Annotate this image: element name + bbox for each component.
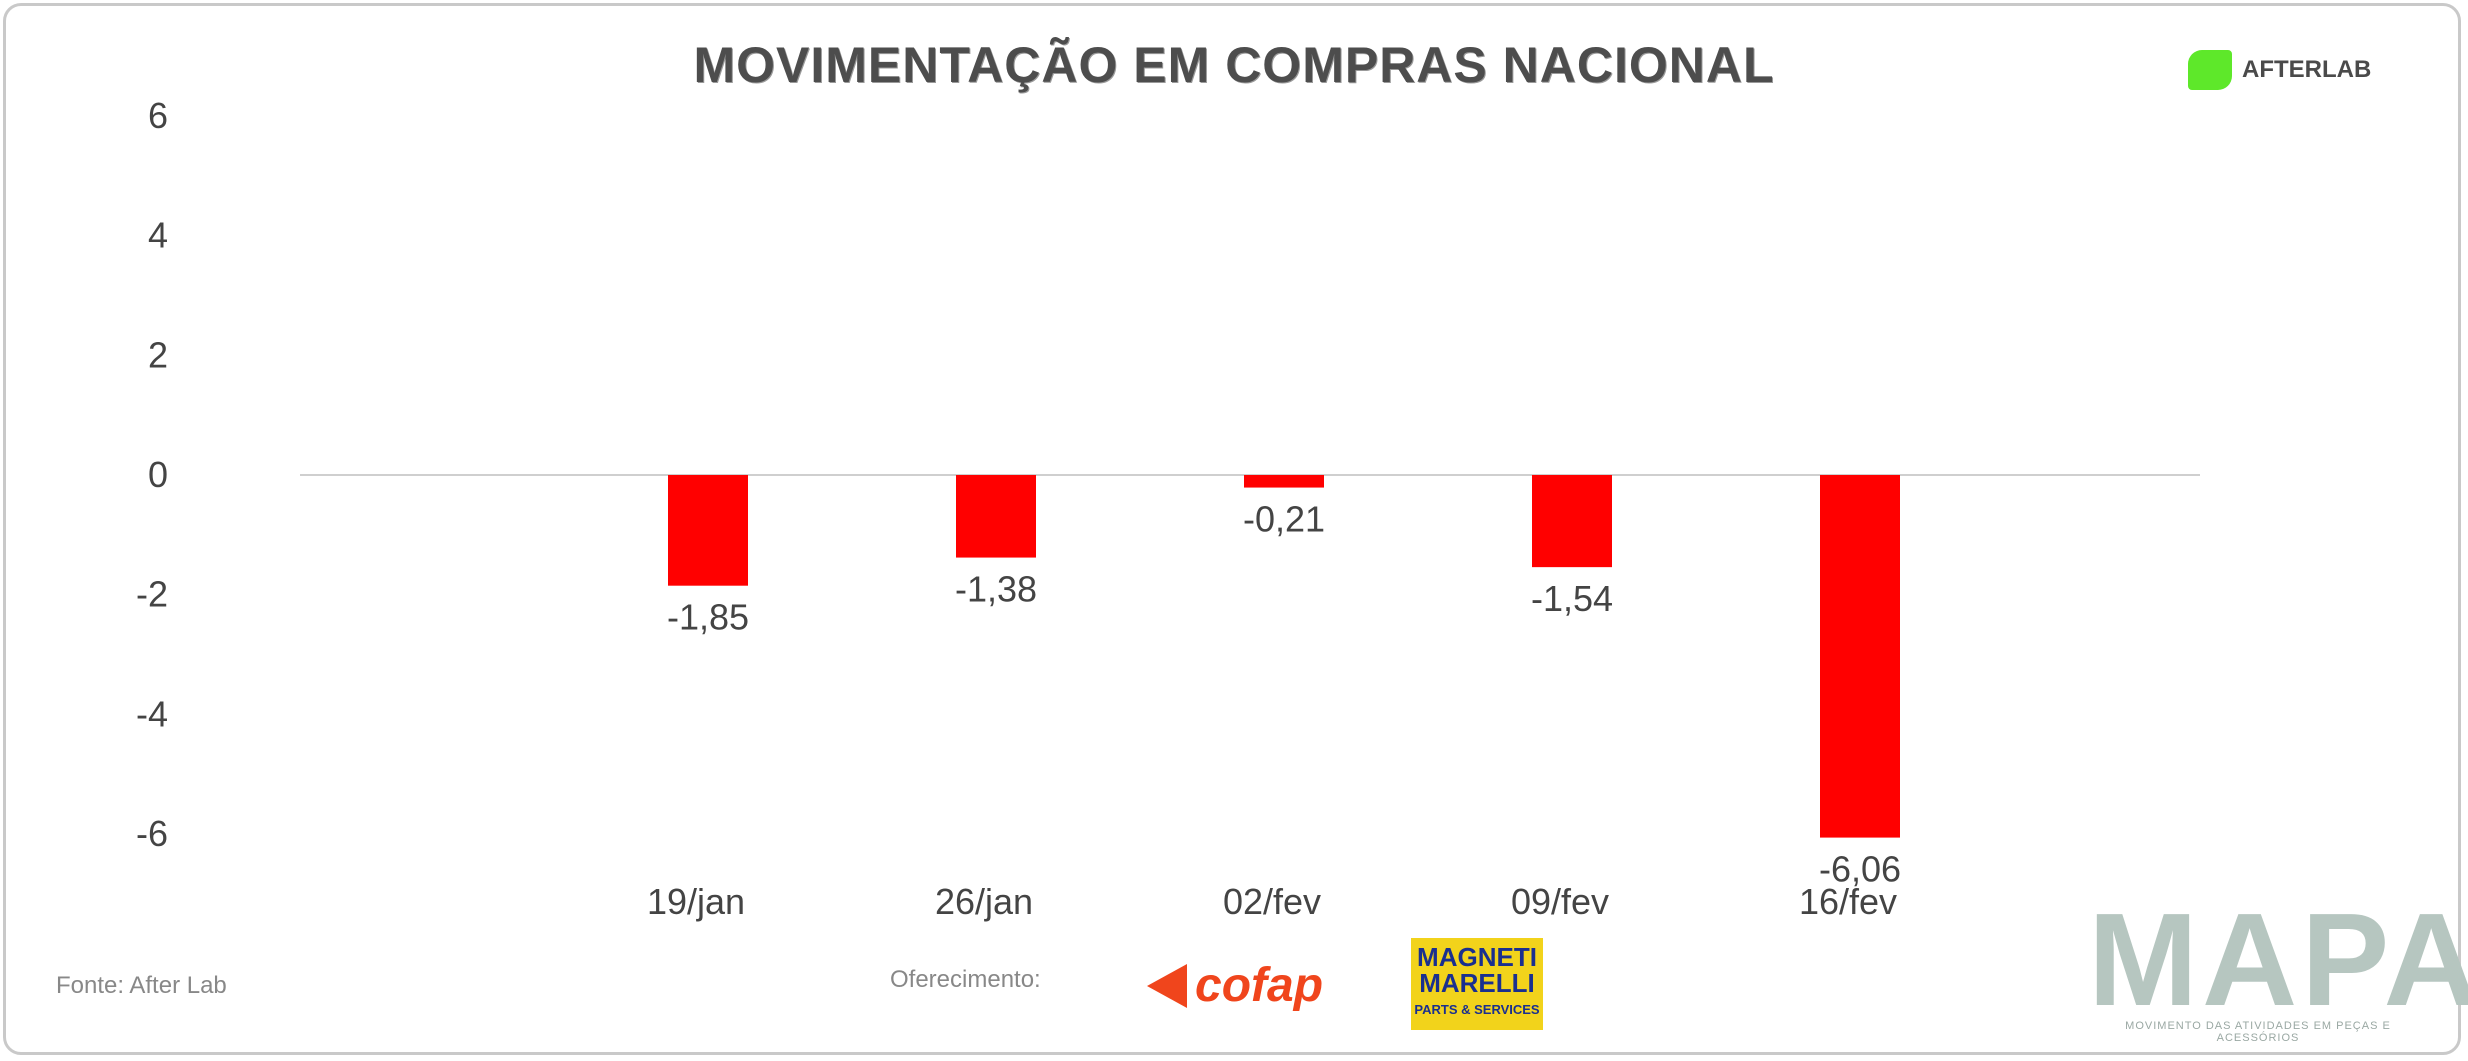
afterlab-icon bbox=[2188, 50, 2232, 90]
data-label: -1,38 bbox=[955, 569, 1037, 610]
y-tick-label: 2 bbox=[148, 334, 168, 375]
y-tick-label: -4 bbox=[136, 693, 168, 734]
sponsor-label: Oferecimento: bbox=[890, 966, 1041, 993]
data-label: -1,85 bbox=[667, 597, 749, 638]
mapa-logo-tagline: MOVIMENTO DAS ATIVIDADES EM PEÇAS E ACES… bbox=[2125, 1020, 2391, 1044]
cofap-logo: cofap bbox=[1145, 958, 1323, 1013]
data-label: -1,54 bbox=[1531, 578, 1613, 619]
y-tick-label: -2 bbox=[136, 574, 168, 615]
magneti-logo-sub: PARTS & SERVICES bbox=[1414, 1002, 1540, 1017]
x-tick-label: 19/jan bbox=[647, 881, 745, 922]
mapa-logo: MAPA MOVIMENTO DAS ATIVIDADES EM PEÇAS E… bbox=[2088, 886, 2468, 1045]
magneti-logo-name: MAGNETI MARELLI bbox=[1417, 942, 1537, 998]
data-label: -0,21 bbox=[1243, 499, 1325, 540]
chart-title: MOVIMENTAÇÃO EM COMPRAS NACIONAL bbox=[693, 37, 1775, 93]
bar bbox=[956, 475, 1036, 558]
partner-logo-name: AFTERLAB bbox=[2242, 56, 2372, 83]
partner-logo: AFTERLAB bbox=[2188, 50, 2371, 90]
x-tick-label: 16/fev bbox=[1799, 881, 1897, 922]
bar bbox=[1244, 475, 1324, 488]
data-label: -6,06 bbox=[1819, 849, 1901, 890]
chart-frame bbox=[3, 3, 2461, 1055]
y-tick-label: 0 bbox=[148, 454, 168, 495]
y-tick-label: 6 bbox=[148, 95, 168, 136]
mapa-logo-name: MAPA bbox=[2088, 886, 2468, 1033]
source-note: Fonte: After Lab bbox=[56, 972, 227, 999]
x-tick-label: 02/fev bbox=[1223, 881, 1321, 922]
magneti-marelli-logo: MAGNETI MARELLI PARTS & SERVICES bbox=[1411, 938, 1543, 1030]
bar bbox=[1532, 475, 1612, 568]
bar bbox=[1820, 475, 1900, 838]
x-tick-label: 09/fev bbox=[1511, 881, 1609, 922]
y-tick-label: -6 bbox=[136, 813, 168, 854]
cofap-logo-name: cofap bbox=[1195, 959, 1324, 1012]
cofap-arrow-icon bbox=[1147, 963, 1187, 1008]
bar bbox=[668, 475, 748, 586]
x-tick-label: 26/jan bbox=[935, 881, 1033, 922]
y-tick-label: 4 bbox=[148, 215, 168, 256]
